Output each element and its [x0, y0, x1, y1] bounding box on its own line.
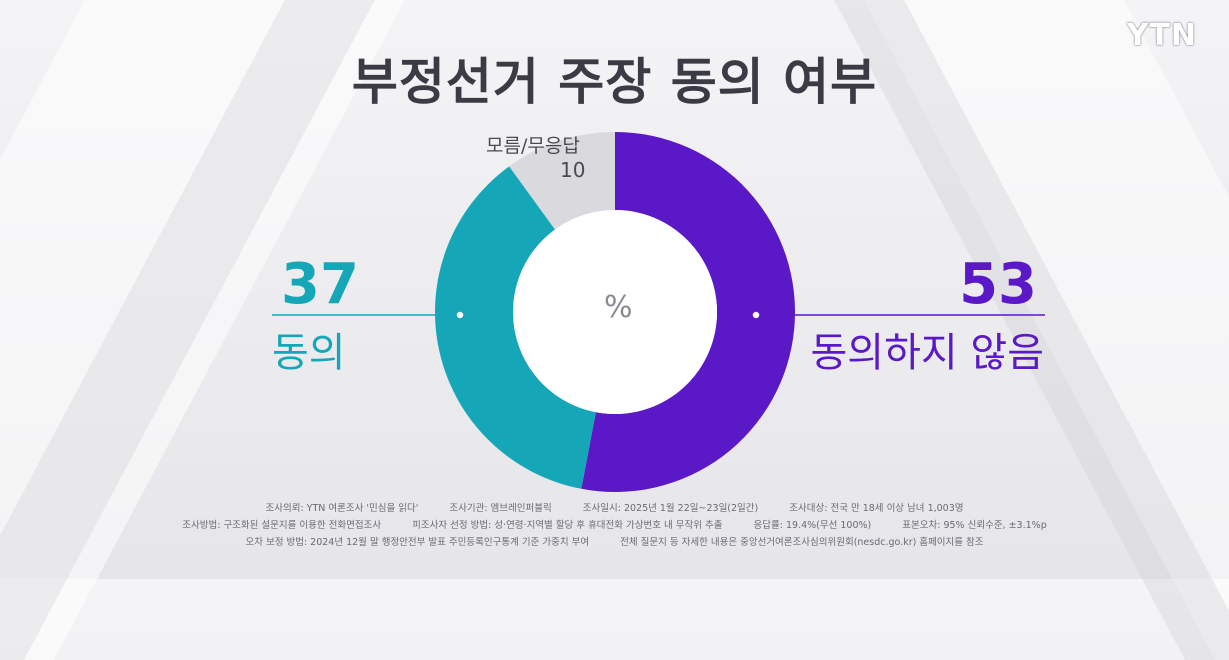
notes-line-1: 조사의뢰: YTN 여론조사 '민심을 읽다' 조사기관: 엠브레인퍼블릭 조사…: [0, 500, 1229, 517]
note-item: 조사대상: 전국 만 18세 이상 남녀 1,003명: [789, 503, 964, 514]
chart-title: 부정선거 주장 동의 여부: [351, 53, 878, 111]
donut-slice: [509, 132, 615, 230]
unknown-value: 10: [560, 158, 586, 182]
note-item: 조사일시: 2025년 1월 22일~23일(2일간): [582, 503, 759, 514]
note-item: 조사의뢰: YTN 여론조사 '민심을 읽다': [265, 503, 419, 514]
note-item: 피조사자 선정 방법: 성·연령·지역별 할당 후 휴대전화 가상번호 내 무작…: [412, 520, 723, 531]
notes-line-2: 조사방법: 구조화된 설문지를 이용한 전화면접조사 피조사자 선정 방법: 성…: [0, 517, 1229, 534]
notes-line-3: 오차 보정 방법: 2024년 12월 말 행정안전부 발표 주민등록인구통계 …: [0, 534, 1229, 551]
donut-hole: [513, 210, 717, 414]
note-item: 응답률: 19.4%(무선 100%): [753, 520, 872, 531]
disagree-value: 53: [959, 252, 1037, 317]
leader-dot: [455, 310, 465, 320]
agree-value: 37: [281, 252, 359, 317]
note-item: 오차 보정 방법: 2024년 12월 말 행정안전부 발표 주민등록인구통계 …: [245, 537, 590, 548]
donut-slice: [581, 132, 795, 492]
note-item: 조사기관: 엠브레인퍼블릭: [449, 503, 552, 514]
donut-chart: [272, 132, 1045, 492]
note-item: 조사방법: 구조화된 설문지를 이용한 전화면접조사: [182, 520, 382, 531]
unknown-label: 모름/무응답: [486, 135, 580, 157]
survey-notes: 조사의뢰: YTN 여론조사 '민심을 읽다' 조사기관: 엠브레인퍼블릭 조사…: [0, 500, 1229, 551]
disagree-label: 동의하지 않음: [810, 330, 1044, 376]
agree-label: 동의: [272, 330, 346, 376]
note-item: 표본오차: 95% 신뢰수준, ±3.1%p: [902, 520, 1047, 531]
leader-dot: [751, 310, 761, 320]
donut-slice: [434, 166, 596, 489]
note-item: 전체 질문지 등 자세한 내용은 중앙선거여론조사심의위원회(nesdc.go.…: [620, 537, 984, 548]
center-unit-label: %: [604, 290, 633, 325]
ytn-logo: YTN: [1126, 18, 1197, 53]
